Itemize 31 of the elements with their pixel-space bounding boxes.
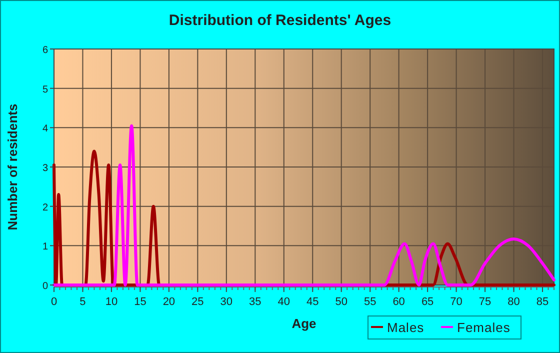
x-tick-label: 0 — [50, 296, 58, 308]
legend-label: Males — [387, 320, 424, 335]
x-tick-label: 40 — [278, 296, 290, 308]
x-tick-label: 10 — [105, 296, 118, 308]
y-axis-title: Number of residents — [5, 104, 20, 230]
x-tick-label: 70 — [450, 296, 462, 308]
y-tick-label: 2 — [42, 202, 48, 214]
x-tick-label: 75 — [478, 296, 492, 308]
y-tick-label: 5 — [42, 84, 48, 96]
x-tick-label: 80 — [508, 296, 520, 308]
line-series — [52, 124, 556, 286]
y-tick-label: 0 — [42, 281, 48, 292]
x-tick-label: 30 — [220, 296, 233, 308]
x-tick-label: 60 — [392, 296, 405, 308]
x-tick-label: 45 — [306, 296, 319, 308]
x-tick-label: 85 — [536, 296, 549, 308]
chart-title: Distribution of Residents' Ages — [168, 12, 392, 29]
x-tick-label: 15 — [134, 296, 146, 308]
y-tick-label: 3 — [42, 163, 48, 174]
x-tick-label: 55 — [364, 296, 376, 308]
x-tick-label: 65 — [421, 296, 434, 308]
y-tick-label: 1 — [42, 242, 48, 253]
y-tick-label: 6 — [42, 45, 48, 56]
x-axis-title: Age — [292, 316, 316, 331]
x-tick-label: 50 — [335, 296, 348, 308]
x-tick-label: 35 — [249, 296, 262, 308]
legend-label: Females — [457, 320, 510, 335]
x-tick-label: 20 — [162, 296, 176, 308]
y-tick-label: 4 — [42, 124, 48, 135]
x-tick-label: 5 — [80, 296, 86, 308]
x-tick-label: 25 — [192, 296, 204, 308]
